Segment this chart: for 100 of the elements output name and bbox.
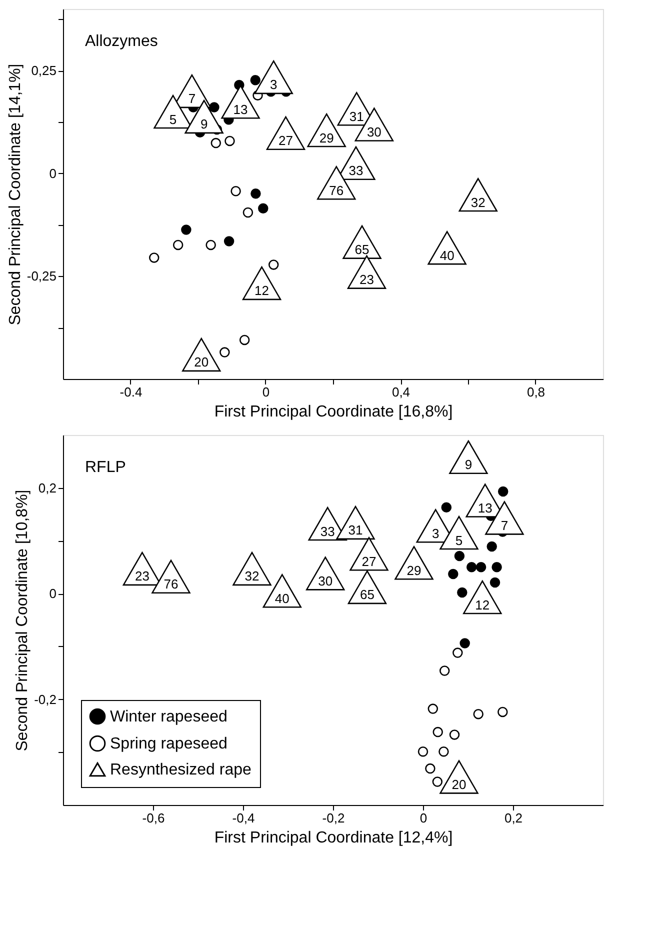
annotation: 29 [406,562,422,578]
annotation: 27 [278,133,293,148]
point [463,580,502,614]
annotation: 40 [440,248,454,263]
point [498,706,508,718]
annotation: 30 [318,573,333,588]
x-tick-label: -0.4 [120,384,142,400]
point [454,550,465,562]
point [149,252,160,263]
annotation: 76 [329,182,344,198]
point [439,666,450,676]
annotation: 32 [244,568,260,584]
annotation: 65 [360,587,374,602]
point [457,587,468,598]
annotation: 23 [134,568,150,584]
point [206,240,216,250]
legend-label: Winter rapeseed [110,708,228,726]
point [242,266,282,300]
annotation: 9 [200,116,208,132]
point [441,502,452,513]
y-axis-title: Second Principal Coordinate [14,1%] [6,64,24,326]
annotation: 12 [254,283,270,298]
annotation: 13 [233,102,248,117]
annotation: 32 [470,194,486,210]
point [432,726,443,738]
point [438,746,449,757]
x-axis-title: First Principal Coordinate [12,4%] [214,830,453,846]
point [449,440,488,474]
point [209,102,220,112]
x-tick-label: 0 [262,384,270,400]
y-axis-title: Second Principal Coordinate [10,8%] [14,490,32,752]
x-tick-label: 0,4 [392,384,410,400]
point [181,224,192,235]
annotation: 5 [455,532,463,548]
point [210,138,222,148]
x-tick-label: 0,8 [526,384,546,400]
annotation: 33 [320,524,335,539]
annotation: 7 [188,91,196,106]
y-tick-label: -0,25 [26,268,56,284]
y-tick-label: -0,2 [34,692,56,707]
point [432,776,443,787]
annotation: 3 [432,526,440,541]
annotation: 23 [360,272,374,288]
point [476,562,486,572]
x-axis-title: First Principal Coordinate [16,8%] [214,404,453,420]
annotation: 33 [348,163,364,178]
y-tick-label: 0 [49,586,56,602]
annotation: 9 [464,457,472,472]
point [224,136,235,146]
point [266,116,306,150]
point [428,704,438,714]
x-tick-label: 0,2 [504,810,523,826]
point [224,236,234,246]
annotation: 29 [319,130,334,146]
annotation: 12 [475,597,490,612]
point [250,75,260,86]
point [230,186,241,196]
point [250,188,261,199]
point [449,730,460,740]
point [268,260,279,270]
point [486,541,497,552]
legend-label: Spring rapeseed [110,736,228,752]
y-tick-label: 0 [49,166,56,181]
annotation: 30 [366,124,382,140]
annotation: 31 [348,522,363,538]
annotation: 20 [194,354,209,370]
annotation: 20 [452,776,466,792]
text: RFLP [85,459,126,476]
point [492,562,502,572]
point [258,203,268,214]
point [172,240,184,250]
point [254,60,293,94]
y-tick-label: 0,2 [38,480,56,496]
point [418,746,428,757]
annotation: 40 [274,590,290,606]
annotation: 5 [169,112,177,127]
x-tick-label: -0,2 [322,810,345,826]
point [448,568,458,580]
annotation: 31 [349,108,364,124]
x-tick-label: 0 [420,810,428,826]
text: Allozymes [85,33,158,50]
annotation: 27 [362,554,376,569]
point [242,207,254,218]
point [239,334,250,346]
point [498,486,508,497]
point [452,648,463,658]
point [466,562,477,572]
legend-label: Resynthesized rape [110,762,252,778]
annotation: 65 [354,242,370,258]
point [490,577,500,588]
point [473,708,484,720]
point [440,516,478,550]
point [460,638,470,648]
annotation: 3 [270,77,278,92]
point [425,763,436,774]
annotation: 13 [478,500,492,516]
annotation: 76 [164,576,178,592]
x-tick-label: -0,4 [232,810,255,826]
annotation: 7 [500,518,508,533]
x-tick-label: -0,6 [142,810,165,826]
